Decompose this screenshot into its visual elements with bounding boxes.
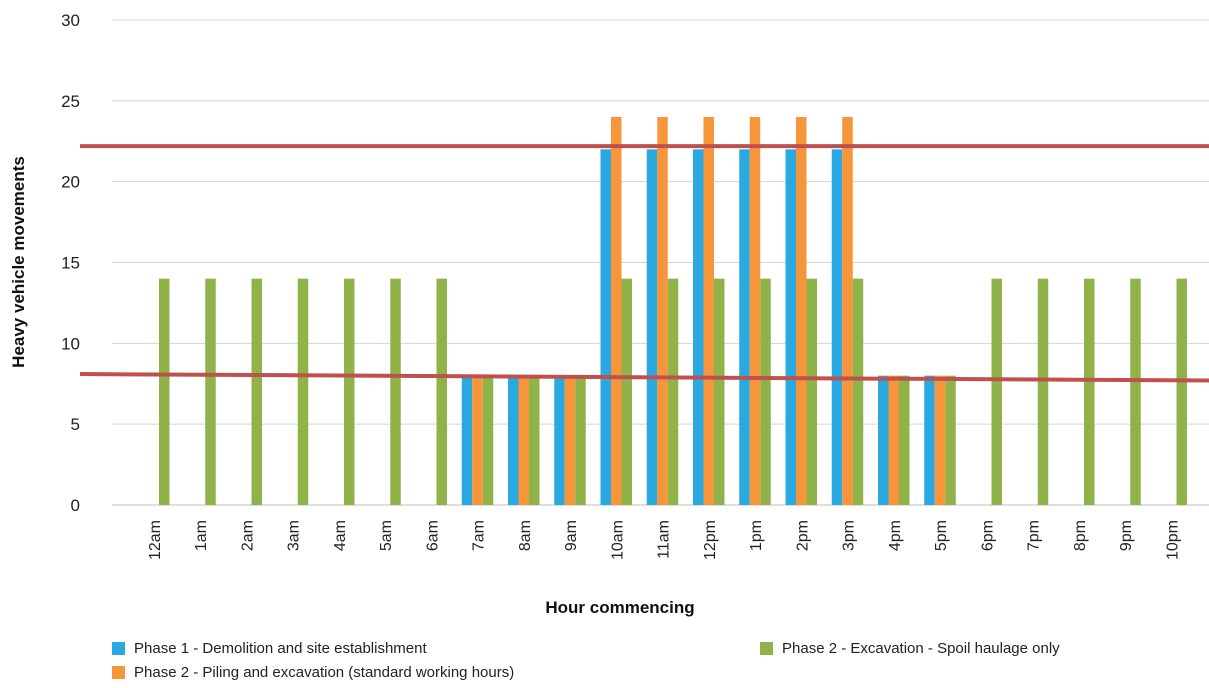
bar xyxy=(785,149,796,506)
y-tick-label: 5 xyxy=(71,415,80,434)
x-tick-label: 1am xyxy=(193,520,210,551)
bar xyxy=(796,117,807,505)
y-tick-label: 25 xyxy=(61,92,80,111)
bar xyxy=(297,278,309,505)
x-tick-label: 11am xyxy=(656,520,673,559)
bar xyxy=(749,117,761,505)
bar xyxy=(205,278,216,505)
bar xyxy=(1176,278,1187,505)
bar xyxy=(159,278,170,505)
bar xyxy=(924,375,935,505)
legend-swatch-phase1 xyxy=(112,642,125,655)
x-tick-label: 9am xyxy=(563,520,580,551)
bar xyxy=(482,375,494,505)
reference-lines xyxy=(79,144,1209,383)
bar xyxy=(600,149,611,506)
bar xyxy=(703,117,714,505)
bar xyxy=(461,375,473,505)
reference-line xyxy=(79,372,1209,383)
bar xyxy=(554,375,565,505)
legend-label-phase1: Phase 1 - Demolition and site establishm… xyxy=(134,640,427,657)
bar xyxy=(621,278,632,505)
bar xyxy=(611,117,622,505)
x-tick-label: 7pm xyxy=(1026,520,1043,551)
bars xyxy=(159,117,1187,506)
bar xyxy=(518,375,529,505)
x-tick-label: 5pm xyxy=(933,520,950,551)
x-tick-label: 12am xyxy=(147,520,164,560)
y-tick-label: 0 xyxy=(71,496,80,515)
x-tick-label: 10am xyxy=(609,520,626,560)
bar xyxy=(739,149,750,506)
y-tick-label: 30 xyxy=(61,11,80,30)
bar xyxy=(646,149,658,506)
bar xyxy=(344,278,355,505)
bar xyxy=(934,375,946,505)
bar xyxy=(667,278,679,505)
bar xyxy=(436,278,447,505)
x-axis-ticks: 12am 1am 2am 3am 4am 5am 6am 7am 8am 9am 10am 11am 1… xyxy=(147,520,1182,560)
bar xyxy=(657,117,668,505)
x-tick-label: 3am xyxy=(286,520,303,551)
bar xyxy=(1130,278,1141,505)
y-tick-label: 15 xyxy=(61,254,80,273)
x-tick-label: 4pm xyxy=(887,520,904,551)
bar xyxy=(888,375,899,505)
y-axis-label: Heavy vehicle movements xyxy=(9,156,28,368)
x-tick-label: 10pm xyxy=(1164,520,1181,560)
legend: Phase 1 - Demolition and site establishm… xyxy=(112,636,1202,686)
bar xyxy=(878,375,889,505)
bar xyxy=(472,375,483,505)
bar xyxy=(806,278,817,505)
x-tick-label: 8am xyxy=(517,520,534,551)
legend-item-phase2-piling: Phase 2 - Piling and excavation (standar… xyxy=(112,664,514,681)
legend-label-phase2-excavation: Phase 2 - Excavation - Spoil haulage onl… xyxy=(782,640,1060,657)
legend-item-phase2-excavation: Phase 2 - Excavation - Spoil haulage onl… xyxy=(760,640,1060,657)
x-tick-label: 2pm xyxy=(794,520,811,551)
bar xyxy=(852,278,864,505)
bar xyxy=(899,375,910,505)
x-tick-label: 12pm xyxy=(702,520,719,560)
bar xyxy=(564,375,576,505)
x-tick-label: 5am xyxy=(378,520,395,551)
bar xyxy=(831,149,843,506)
bar xyxy=(693,149,704,506)
bar xyxy=(945,375,956,505)
legend-swatch-phase2-excavation xyxy=(760,642,773,655)
bar xyxy=(529,375,540,505)
x-tick-label: 3pm xyxy=(841,520,858,551)
bar xyxy=(1084,278,1095,505)
x-tick-label: 2am xyxy=(239,520,256,551)
x-tick-label: 7am xyxy=(471,520,488,551)
legend-label-phase2-piling: Phase 2 - Piling and excavation (standar… xyxy=(134,664,515,681)
y-axis-ticks: 0 5 10 15 20 25 30 xyxy=(61,11,80,515)
x-tick-label: 8pm xyxy=(1072,520,1089,551)
bar xyxy=(575,375,586,505)
x-tick-label: 1pm xyxy=(748,520,765,551)
bar xyxy=(842,117,853,505)
y-tick-label: 10 xyxy=(61,334,80,353)
x-tick-label: 6am xyxy=(424,520,441,551)
x-tick-label: 9pm xyxy=(1118,520,1135,551)
x-tick-label: 6pm xyxy=(979,520,996,551)
bar xyxy=(714,278,725,505)
bar xyxy=(991,278,1002,505)
bar xyxy=(1037,278,1049,505)
legend-swatch-phase2-piling xyxy=(112,666,125,679)
x-axis-label: Hour commencing xyxy=(545,598,694,617)
bar xyxy=(508,375,519,505)
bar xyxy=(390,278,401,505)
y-tick-label: 20 xyxy=(61,173,80,192)
bar xyxy=(760,278,771,505)
bar xyxy=(251,278,262,505)
legend-item-phase1: Phase 1 - Demolition and site establishm… xyxy=(112,640,427,657)
x-tick-label: 4am xyxy=(332,520,349,551)
